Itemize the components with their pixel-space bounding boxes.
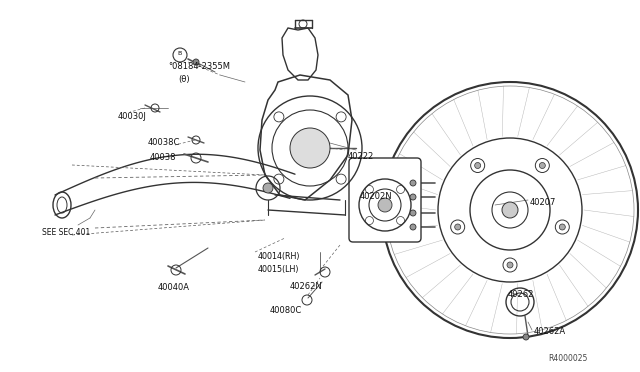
Circle shape (523, 334, 529, 340)
Text: 40015(LH): 40015(LH) (258, 265, 300, 274)
Text: 40262N: 40262N (290, 282, 323, 291)
Text: 40202N: 40202N (360, 192, 392, 201)
FancyBboxPatch shape (349, 158, 421, 242)
Circle shape (410, 210, 416, 216)
Text: 40222: 40222 (348, 152, 374, 161)
Circle shape (290, 128, 330, 168)
Circle shape (540, 163, 545, 169)
Circle shape (263, 183, 273, 193)
Circle shape (314, 144, 322, 152)
Text: B: B (177, 51, 181, 56)
Text: 40038: 40038 (150, 153, 177, 162)
Circle shape (410, 224, 416, 230)
Text: R4000025: R4000025 (548, 354, 588, 363)
Text: 40262A: 40262A (534, 327, 566, 336)
Circle shape (454, 224, 461, 230)
Circle shape (410, 180, 416, 186)
Circle shape (559, 224, 565, 230)
Text: 40080C: 40080C (270, 306, 302, 315)
Circle shape (475, 163, 481, 169)
Text: SEE SEC.401: SEE SEC.401 (42, 228, 90, 237)
Circle shape (378, 198, 392, 212)
Text: 40262: 40262 (508, 290, 534, 299)
Text: 40040A: 40040A (158, 283, 190, 292)
Text: 40038C: 40038C (148, 138, 180, 147)
Text: (θ): (θ) (178, 75, 189, 84)
Text: 40014(RH): 40014(RH) (258, 252, 301, 261)
Circle shape (507, 262, 513, 268)
Circle shape (410, 194, 416, 200)
Circle shape (502, 202, 518, 218)
Circle shape (193, 59, 199, 65)
Text: °08184-2355M: °08184-2355M (168, 62, 230, 71)
Text: 40207: 40207 (530, 198, 556, 207)
Text: 40030J: 40030J (118, 112, 147, 121)
